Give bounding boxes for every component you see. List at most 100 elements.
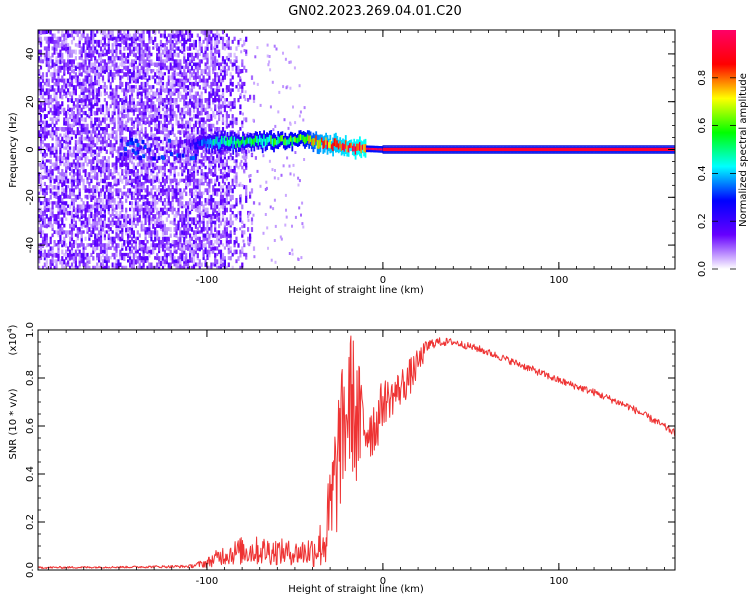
spectrogram-cell (125, 120, 128, 125)
spectrogram-cell (233, 204, 236, 209)
spectrogram-cell (39, 214, 43, 218)
spectrogram-cell (177, 81, 180, 88)
spectrogram-cell (47, 110, 50, 115)
spectrogram-cell (59, 65, 62, 70)
spectrogram-cell (76, 81, 79, 87)
spectrogram-cell (51, 249, 54, 254)
spectrogram-cell (183, 217, 186, 222)
spectrogram-cell (158, 214, 161, 219)
spectrogram-cell (113, 265, 116, 269)
spectrogram-cell (156, 123, 159, 129)
spectrogram-cell (138, 59, 141, 64)
spectrogram-cell (190, 133, 194, 139)
spectrogram-cell (138, 110, 141, 116)
spectrogram-cell (63, 39, 66, 45)
spectrogram-cell (159, 240, 163, 245)
spectrogram-cell (183, 223, 186, 229)
spectrogram-cell (189, 72, 192, 78)
spectrogram-cell (70, 249, 74, 254)
spectrogram-cell (208, 194, 211, 199)
spectrogram-cell (115, 85, 118, 90)
spectrogram-cell (171, 114, 174, 118)
spectrogram-cell (99, 214, 103, 218)
spectrogram-cell (65, 43, 68, 48)
spectrogram-cell (140, 169, 143, 175)
spectrogram-cell (202, 217, 205, 222)
spectrogram-cell (165, 246, 168, 251)
spectrogram-cell (285, 86, 288, 90)
spectrogram-cell (291, 252, 294, 256)
spectrogram-cell (138, 210, 141, 216)
spectrogram-cell (113, 146, 116, 151)
spectrogram-cell (140, 220, 143, 225)
spectrogram-cell (99, 227, 103, 232)
spectrogram-cell (127, 43, 130, 47)
spectrogram-cell (103, 33, 106, 38)
spectrogram-cell (165, 210, 168, 215)
spectrogram-cell (204, 52, 207, 57)
spectrogram-cell (136, 201, 139, 207)
spectrogram-cell (158, 191, 161, 196)
spectrogram-cell (63, 207, 66, 213)
spectrogram-cell (196, 191, 199, 196)
spectrogram-cell (242, 150, 245, 154)
spectrogram-cell (86, 252, 89, 257)
spectrogram-cell (121, 169, 124, 174)
spectrogram-cell (156, 117, 159, 122)
spectrogram-cell (67, 259, 70, 265)
spectrogram-cell (221, 262, 225, 268)
spectrogram-cell (221, 194, 225, 200)
spectrogram-cell (223, 191, 226, 196)
spectrogram-cell (181, 153, 185, 158)
spectrogram-cell (47, 123, 50, 128)
spectrogram-cell (55, 194, 58, 200)
spectrogram-cell (47, 39, 50, 44)
spectrogram-cell (63, 236, 66, 241)
spectrogram-cell (212, 33, 215, 38)
spectrogram-cell (206, 56, 209, 62)
spectrogram-cell (115, 98, 118, 103)
spectrogram-cell (159, 243, 163, 249)
spectrogram-cell (39, 149, 43, 154)
spectrogram-cell (45, 101, 48, 106)
spectrogram-cell (169, 33, 172, 39)
spectrogram-cell (57, 69, 60, 74)
spectrogram-cell (107, 256, 110, 261)
spectrogram-cell (212, 52, 215, 57)
spectrogram-cell (152, 185, 155, 190)
spectrogram-cell (212, 65, 215, 71)
spectrogram-cell (142, 43, 145, 47)
spectrogram-cell (63, 43, 66, 48)
spectrogram-cell (204, 133, 207, 139)
spectrogram-cell (158, 246, 161, 252)
spectrogram-cell (171, 240, 174, 245)
spectrogram-cell (225, 172, 228, 178)
spectrogram-cell (175, 265, 178, 269)
spectrogram-cell (146, 56, 149, 62)
spectrogram-cell (98, 75, 101, 79)
spectrogram-cell (94, 120, 97, 126)
spectrogram-cell (223, 165, 226, 170)
spectrogram-cell (167, 120, 170, 125)
spectrogram-cell (59, 143, 62, 148)
spectrogram-cell (117, 204, 120, 209)
spectrogram-cell (94, 78, 97, 84)
spectrogram-cell (61, 52, 64, 58)
spectrogram-cell (175, 81, 178, 87)
spectrogram-cell (138, 259, 141, 264)
spectrogram-cell (218, 152, 221, 158)
spectrogram-cell (231, 169, 234, 173)
spectrogram-cell (45, 175, 48, 179)
spectrogram-cell (92, 249, 95, 254)
spectrogram-cell (86, 178, 89, 184)
spectrogram-cell (214, 75, 217, 81)
spectrogram-cell (212, 207, 215, 213)
spectrogram-cell (96, 127, 99, 131)
spectrogram-cell (173, 191, 176, 196)
spectrogram-cell (223, 201, 226, 207)
spectrogram-cell (84, 75, 87, 79)
spectrogram-cell (109, 236, 112, 241)
spectrogram-cell (187, 156, 190, 161)
spectrogram-cell (78, 56, 81, 60)
spectrogram-cell (38, 133, 41, 138)
